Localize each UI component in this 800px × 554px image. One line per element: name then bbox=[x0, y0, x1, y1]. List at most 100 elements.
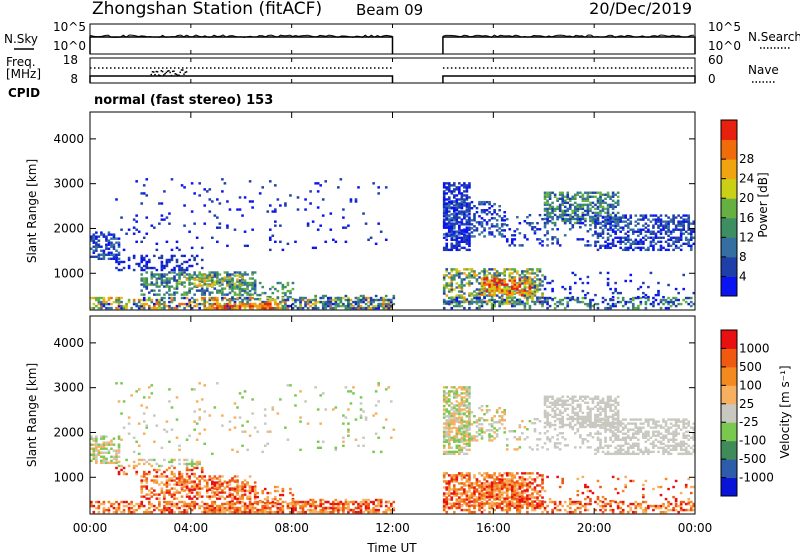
scatter-cell bbox=[619, 238, 622, 241]
scatter-cell bbox=[332, 504, 335, 508]
scatter-cell bbox=[147, 396, 151, 399]
scatter-cell bbox=[490, 279, 494, 282]
scatter-cell bbox=[546, 219, 549, 223]
scatter-cell bbox=[221, 414, 224, 417]
scatter-cell bbox=[495, 433, 499, 436]
scatter-cell bbox=[243, 493, 247, 496]
scatter-cell bbox=[145, 497, 149, 500]
scatter-cell bbox=[142, 472, 146, 476]
scatter-cell bbox=[218, 281, 222, 284]
scatter-cell bbox=[233, 508, 237, 512]
scatter-cell bbox=[188, 276, 191, 279]
scatter-cell bbox=[458, 446, 461, 450]
scatter-cell bbox=[460, 192, 464, 195]
scatter-cell bbox=[188, 289, 191, 292]
scatter-cell bbox=[185, 479, 189, 482]
scatter-cell bbox=[485, 221, 489, 224]
scatter-cell bbox=[442, 292, 446, 295]
scatter-cell bbox=[384, 238, 388, 241]
scatter-cell bbox=[324, 510, 328, 514]
scatter-cell bbox=[453, 200, 456, 204]
scatter-cell bbox=[568, 287, 572, 291]
scatter-cell bbox=[639, 218, 643, 221]
scatter-cell bbox=[601, 236, 605, 239]
scatter-cell bbox=[347, 422, 350, 425]
scatter-cell bbox=[102, 447, 106, 450]
scatter-cell bbox=[546, 207, 549, 211]
scatter-cell bbox=[611, 238, 615, 241]
scatter-cell bbox=[606, 203, 610, 207]
scatter-cell bbox=[689, 248, 693, 252]
scatter-cell bbox=[687, 226, 691, 229]
scatter-cell bbox=[183, 508, 186, 512]
scatter-cell bbox=[246, 244, 249, 248]
scatter-cell bbox=[253, 506, 257, 510]
scatter-cell bbox=[193, 482, 196, 485]
scatter-cell bbox=[140, 489, 144, 492]
scatter-cell bbox=[142, 495, 146, 498]
scatter-cell bbox=[145, 493, 149, 496]
scatter-cell bbox=[190, 472, 194, 476]
scatter-cell bbox=[100, 231, 103, 234]
scatter-cell bbox=[475, 288, 479, 291]
scatter-cell bbox=[276, 296, 280, 300]
scatter-cell bbox=[291, 298, 295, 302]
scatter-cell bbox=[122, 510, 126, 514]
scatter-cell bbox=[263, 304, 267, 308]
scatter-cell bbox=[609, 228, 612, 231]
scatter-cell bbox=[165, 468, 169, 472]
scatter-cell bbox=[447, 433, 451, 436]
scatter-cell bbox=[528, 224, 532, 227]
scatter-cell bbox=[213, 275, 217, 278]
scatter-cell bbox=[276, 502, 280, 506]
colorbar-swatch bbox=[721, 159, 737, 180]
scatter-cell bbox=[541, 294, 544, 297]
scatter-cell bbox=[168, 460, 171, 464]
scatter-cell bbox=[455, 294, 459, 297]
scatter-cell bbox=[170, 472, 174, 476]
scatter-cell bbox=[137, 304, 141, 308]
scatter-cell bbox=[160, 472, 164, 476]
scatter-cell bbox=[563, 217, 567, 221]
scatter-cell bbox=[669, 298, 673, 302]
scatter-cell bbox=[198, 462, 201, 466]
scatter-cell bbox=[183, 260, 186, 264]
scatter-cell bbox=[621, 228, 625, 231]
scatter-cell bbox=[533, 284, 537, 287]
scatter-cell bbox=[233, 475, 237, 478]
scatter-cell bbox=[465, 430, 469, 433]
scatter-cell bbox=[211, 284, 214, 287]
scatter-cell bbox=[246, 281, 249, 285]
scatter-cell bbox=[548, 215, 552, 219]
scatter-cell bbox=[147, 283, 151, 286]
scatter-cell bbox=[289, 491, 292, 495]
scatter-cell bbox=[483, 227, 486, 230]
scatter-cell bbox=[654, 218, 658, 221]
scatter-cell bbox=[483, 209, 486, 212]
scatter-cell bbox=[193, 298, 196, 302]
scatter-cell bbox=[473, 219, 476, 222]
scatter-cell bbox=[251, 306, 254, 310]
scatter-cell bbox=[142, 256, 146, 260]
scatter-cell bbox=[248, 500, 252, 504]
scatter-cell bbox=[92, 449, 96, 452]
scatter-cell bbox=[170, 493, 174, 496]
scatter-cell bbox=[460, 202, 464, 206]
scatter-cell bbox=[185, 472, 189, 476]
scatter-cell bbox=[175, 287, 179, 290]
scatter-cell bbox=[281, 506, 285, 510]
scatter-cell bbox=[218, 483, 222, 486]
scatter-cell bbox=[599, 203, 602, 207]
scatter-cell bbox=[180, 486, 184, 489]
scatter-cell bbox=[475, 419, 479, 422]
scatter-cell bbox=[150, 491, 154, 494]
scatter-cell bbox=[342, 502, 345, 506]
scatter-cell bbox=[150, 495, 154, 498]
scatter-cell bbox=[624, 242, 628, 246]
scatter-cell bbox=[621, 216, 625, 219]
scatter-cell bbox=[110, 257, 113, 261]
scatter-cell bbox=[447, 230, 451, 233]
scatter-cell bbox=[447, 282, 451, 285]
scatter-cell bbox=[495, 294, 499, 297]
scatter-cell bbox=[362, 212, 365, 215]
